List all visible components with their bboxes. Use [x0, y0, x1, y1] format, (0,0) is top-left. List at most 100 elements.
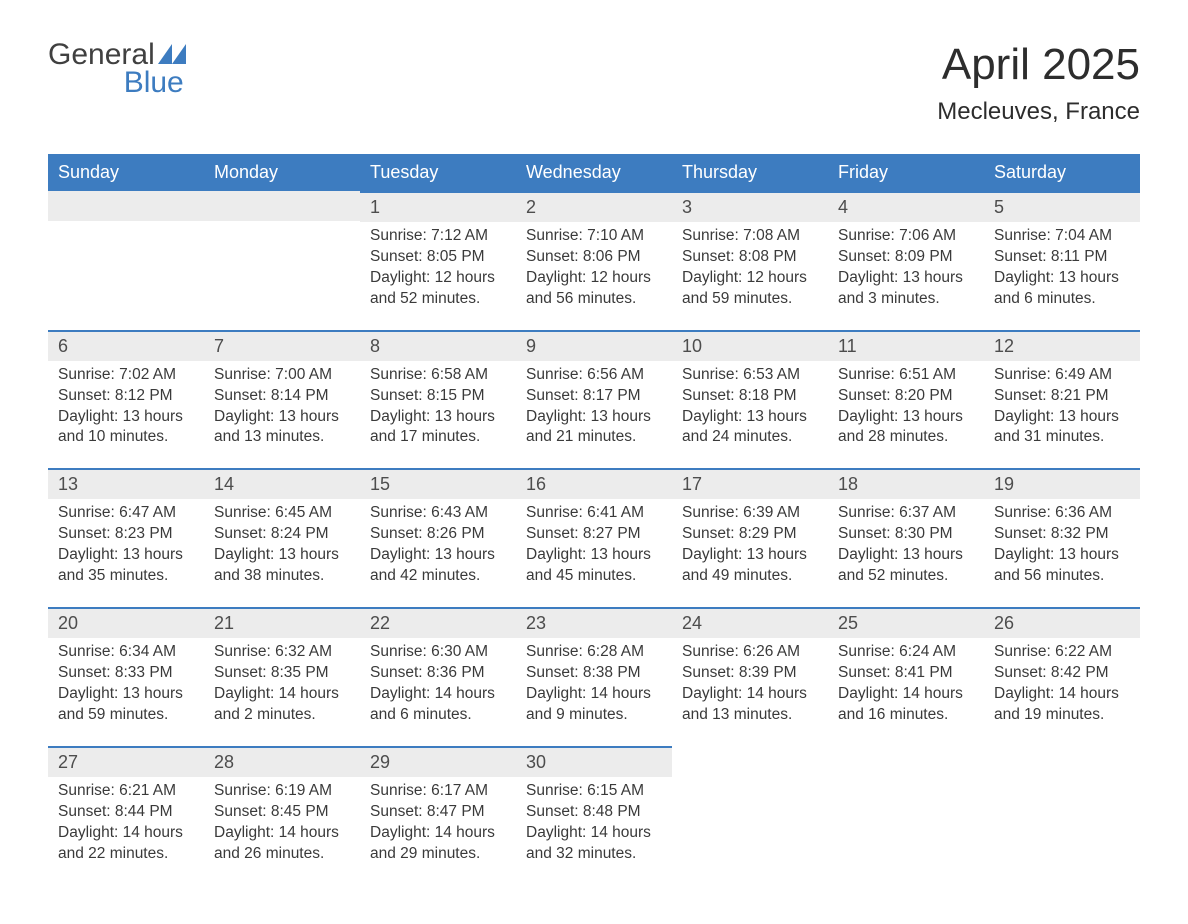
daylight-line: Daylight: 13 hours and 21 minutes. [526, 407, 662, 449]
empty-daynum [204, 191, 360, 221]
sunrise-line: Sunrise: 6:49 AM [994, 365, 1130, 386]
weekday-friday: Friday [828, 154, 984, 191]
day-details: Sunrise: 6:45 AMSunset: 8:24 PMDaylight:… [204, 499, 360, 587]
empty-daynum [48, 191, 204, 221]
empty-day [48, 191, 204, 311]
sunrise-line: Sunrise: 7:12 AM [370, 226, 506, 247]
day-cell: 13Sunrise: 6:47 AMSunset: 8:23 PMDayligh… [48, 468, 204, 607]
weekday-sunday: Sunday [48, 154, 204, 191]
day-cell-td: 17Sunrise: 6:39 AMSunset: 8:29 PMDayligh… [672, 468, 828, 607]
day-number: 22 [360, 609, 516, 638]
day-number: 18 [828, 470, 984, 499]
sunrise-line: Sunrise: 6:26 AM [682, 642, 818, 663]
daylight-line: Daylight: 13 hours and 49 minutes. [682, 545, 818, 587]
weekday-wednesday: Wednesday [516, 154, 672, 191]
day-details: Sunrise: 6:22 AMSunset: 8:42 PMDaylight:… [984, 638, 1140, 726]
day-cell-td: 10Sunrise: 6:53 AMSunset: 8:18 PMDayligh… [672, 330, 828, 469]
trailing-blank [672, 746, 828, 866]
day-cell-td: 11Sunrise: 6:51 AMSunset: 8:20 PMDayligh… [828, 330, 984, 469]
daylight-line: Daylight: 14 hours and 16 minutes. [838, 684, 974, 726]
day-number: 17 [672, 470, 828, 499]
day-details: Sunrise: 6:51 AMSunset: 8:20 PMDaylight:… [828, 361, 984, 449]
day-number: 28 [204, 748, 360, 777]
sunrise-line: Sunrise: 6:53 AM [682, 365, 818, 386]
day-cell: 7Sunrise: 7:00 AMSunset: 8:14 PMDaylight… [204, 330, 360, 469]
day-cell: 28Sunrise: 6:19 AMSunset: 8:45 PMDayligh… [204, 746, 360, 885]
sunset-line: Sunset: 8:17 PM [526, 386, 662, 407]
day-number: 14 [204, 470, 360, 499]
day-number: 19 [984, 470, 1140, 499]
sunset-line: Sunset: 8:21 PM [994, 386, 1130, 407]
day-details: Sunrise: 6:47 AMSunset: 8:23 PMDaylight:… [48, 499, 204, 587]
daylight-line: Daylight: 14 hours and 9 minutes. [526, 684, 662, 726]
day-number: 29 [360, 748, 516, 777]
sunrise-line: Sunrise: 6:17 AM [370, 781, 506, 802]
calendar-table: Sunday Monday Tuesday Wednesday Thursday… [48, 154, 1140, 884]
day-details: Sunrise: 7:02 AMSunset: 8:12 PMDaylight:… [48, 361, 204, 449]
day-details: Sunrise: 6:36 AMSunset: 8:32 PMDaylight:… [984, 499, 1140, 587]
day-cell: 9Sunrise: 6:56 AMSunset: 8:17 PMDaylight… [516, 330, 672, 469]
day-cell: 6Sunrise: 7:02 AMSunset: 8:12 PMDaylight… [48, 330, 204, 469]
day-cell: 24Sunrise: 6:26 AMSunset: 8:39 PMDayligh… [672, 607, 828, 746]
day-details: Sunrise: 7:00 AMSunset: 8:14 PMDaylight:… [204, 361, 360, 449]
sunset-line: Sunset: 8:12 PM [58, 386, 194, 407]
day-cell-td [672, 746, 828, 885]
day-number: 8 [360, 332, 516, 361]
sunset-line: Sunset: 8:45 PM [214, 802, 350, 823]
trailing-blank [828, 746, 984, 866]
day-number: 9 [516, 332, 672, 361]
weekday-tuesday: Tuesday [360, 154, 516, 191]
day-cell-td: 18Sunrise: 6:37 AMSunset: 8:30 PMDayligh… [828, 468, 984, 607]
sunrise-line: Sunrise: 6:39 AM [682, 503, 818, 524]
day-number: 25 [828, 609, 984, 638]
day-details: Sunrise: 7:04 AMSunset: 8:11 PMDaylight:… [984, 222, 1140, 310]
daylight-line: Daylight: 13 hours and 17 minutes. [370, 407, 506, 449]
day-cell-td: 29Sunrise: 6:17 AMSunset: 8:47 PMDayligh… [360, 746, 516, 885]
sunset-line: Sunset: 8:33 PM [58, 663, 194, 684]
sunset-line: Sunset: 8:26 PM [370, 524, 506, 545]
day-number: 1 [360, 193, 516, 222]
trailing-blank [984, 746, 1140, 866]
day-details: Sunrise: 6:37 AMSunset: 8:30 PMDaylight:… [828, 499, 984, 587]
sunset-line: Sunset: 8:27 PM [526, 524, 662, 545]
day-cell: 11Sunrise: 6:51 AMSunset: 8:20 PMDayligh… [828, 330, 984, 469]
logo: General Blue [48, 40, 186, 98]
day-cell: 27Sunrise: 6:21 AMSunset: 8:44 PMDayligh… [48, 746, 204, 885]
weekday-thursday: Thursday [672, 154, 828, 191]
weekday-saturday: Saturday [984, 154, 1140, 191]
daylight-line: Daylight: 13 hours and 45 minutes. [526, 545, 662, 587]
day-cell: 1Sunrise: 7:12 AMSunset: 8:05 PMDaylight… [360, 191, 516, 330]
week-row: 13Sunrise: 6:47 AMSunset: 8:23 PMDayligh… [48, 468, 1140, 607]
day-cell: 12Sunrise: 6:49 AMSunset: 8:21 PMDayligh… [984, 330, 1140, 469]
day-cell: 29Sunrise: 6:17 AMSunset: 8:47 PMDayligh… [360, 746, 516, 885]
sunrise-line: Sunrise: 6:15 AM [526, 781, 662, 802]
day-number: 7 [204, 332, 360, 361]
day-cell-td: 26Sunrise: 6:22 AMSunset: 8:42 PMDayligh… [984, 607, 1140, 746]
day-details: Sunrise: 7:06 AMSunset: 8:09 PMDaylight:… [828, 222, 984, 310]
day-cell-td: 6Sunrise: 7:02 AMSunset: 8:12 PMDaylight… [48, 330, 204, 469]
sunset-line: Sunset: 8:09 PM [838, 247, 974, 268]
sunrise-line: Sunrise: 6:51 AM [838, 365, 974, 386]
day-cell: 21Sunrise: 6:32 AMSunset: 8:35 PMDayligh… [204, 607, 360, 746]
day-cell-td [828, 746, 984, 885]
day-cell: 19Sunrise: 6:36 AMSunset: 8:32 PMDayligh… [984, 468, 1140, 607]
sunset-line: Sunset: 8:35 PM [214, 663, 350, 684]
location: Mecleuves, France [937, 98, 1140, 126]
day-cell: 25Sunrise: 6:24 AMSunset: 8:41 PMDayligh… [828, 607, 984, 746]
day-number: 15 [360, 470, 516, 499]
sunrise-line: Sunrise: 6:30 AM [370, 642, 506, 663]
sunset-line: Sunset: 8:39 PM [682, 663, 818, 684]
week-row: 6Sunrise: 7:02 AMSunset: 8:12 PMDaylight… [48, 330, 1140, 469]
sunset-line: Sunset: 8:41 PM [838, 663, 974, 684]
day-details: Sunrise: 7:10 AMSunset: 8:06 PMDaylight:… [516, 222, 672, 310]
day-cell: 18Sunrise: 6:37 AMSunset: 8:30 PMDayligh… [828, 468, 984, 607]
sunrise-line: Sunrise: 6:47 AM [58, 503, 194, 524]
daylight-line: Daylight: 13 hours and 59 minutes. [58, 684, 194, 726]
sunrise-line: Sunrise: 6:32 AM [214, 642, 350, 663]
day-number: 27 [48, 748, 204, 777]
day-cell: 23Sunrise: 6:28 AMSunset: 8:38 PMDayligh… [516, 607, 672, 746]
day-number: 11 [828, 332, 984, 361]
daylight-line: Daylight: 13 hours and 42 minutes. [370, 545, 506, 587]
day-details: Sunrise: 6:24 AMSunset: 8:41 PMDaylight:… [828, 638, 984, 726]
sunrise-line: Sunrise: 6:21 AM [58, 781, 194, 802]
